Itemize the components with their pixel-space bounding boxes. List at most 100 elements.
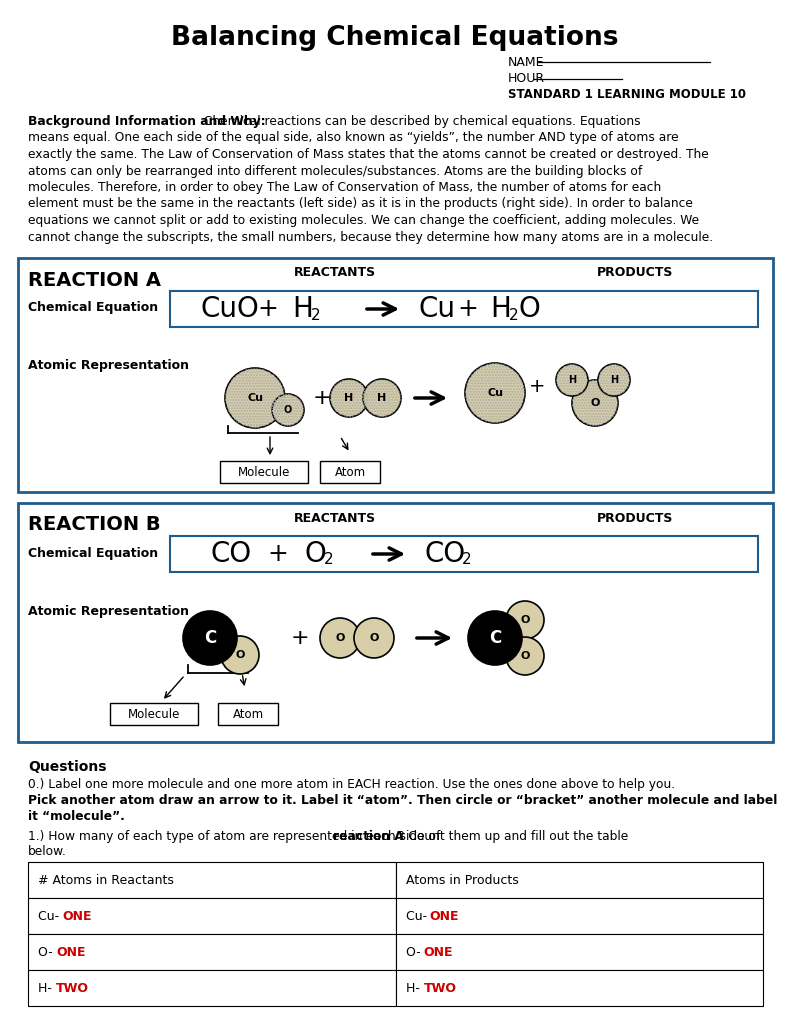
Circle shape (506, 637, 544, 675)
Bar (28, 970, 396, 1006)
Text: # Atoms in Reactants: # Atoms in Reactants (38, 873, 174, 887)
Text: Cu-: Cu- (38, 909, 63, 923)
Text: H: H (344, 393, 354, 403)
Text: molecules. Therefore, in order to obey The Law of Conservation of Mass, the numb: molecules. Therefore, in order to obey T… (28, 181, 661, 194)
Bar (18, 503, 773, 742)
Text: ONE: ONE (62, 909, 92, 923)
Circle shape (221, 636, 259, 674)
Text: CO: CO (210, 540, 251, 568)
Circle shape (330, 379, 368, 417)
Bar (28, 898, 396, 934)
Bar (18, 258, 773, 492)
Text: CO: CO (425, 540, 466, 568)
Text: O: O (235, 650, 244, 660)
Text: REACTION B: REACTION B (28, 515, 161, 535)
Text: H-: H- (38, 981, 56, 994)
Text: element must be the same in the reactants (left side) as it is in the products (: element must be the same in the reactant… (28, 198, 693, 211)
Text: O: O (590, 398, 600, 408)
Text: Atom: Atom (233, 708, 263, 721)
Text: Balancing Chemical Equations: Balancing Chemical Equations (171, 25, 619, 51)
Text: means equal. One each side of the equal side, also known as “yields”, the number: means equal. One each side of the equal … (28, 131, 679, 144)
Text: Atomic Representation: Atomic Representation (28, 359, 189, 373)
Text: 2: 2 (509, 307, 519, 323)
Text: +: + (312, 388, 331, 408)
Circle shape (320, 618, 360, 658)
Circle shape (468, 611, 522, 665)
Bar (28, 862, 396, 898)
Text: H: H (568, 375, 576, 385)
Text: H-: H- (406, 981, 423, 994)
Text: 2: 2 (324, 553, 334, 567)
Text: Atoms in Products: Atoms in Products (406, 873, 518, 887)
Text: Cu: Cu (418, 295, 455, 323)
Circle shape (183, 611, 237, 665)
Text: REACTION A: REACTION A (28, 270, 161, 290)
Text: H: H (377, 393, 387, 403)
Circle shape (363, 379, 401, 417)
Text: 1.) How many of each type of atom are represented in each side of: 1.) How many of each type of atom are re… (28, 830, 445, 843)
Text: O: O (369, 633, 379, 643)
Text: O: O (284, 406, 292, 415)
Text: ONE: ONE (423, 945, 453, 958)
Text: ? Count them up and fill out the table: ? Count them up and fill out the table (398, 830, 628, 843)
Text: +: + (258, 297, 278, 321)
Text: TWO: TWO (56, 981, 89, 994)
Text: STANDARD 1 LEARNING MODULE 10: STANDARD 1 LEARNING MODULE 10 (508, 88, 746, 101)
Text: exactly the same. The Law of Conservation of Mass states that the atoms cannot b: exactly the same. The Law of Conservatio… (28, 148, 709, 161)
Bar (320, 461, 380, 483)
Text: O: O (520, 651, 530, 662)
Text: Atom: Atom (335, 466, 365, 478)
Text: Pick another atom draw an arrow to it. Label it “atom”. Then circle or “bracket”: Pick another atom draw an arrow to it. L… (28, 794, 778, 807)
Text: HOUR: HOUR (508, 73, 545, 85)
Text: Cu-: Cu- (406, 909, 430, 923)
Text: H: H (610, 375, 618, 385)
Bar (396, 898, 763, 934)
Text: +: + (267, 542, 289, 566)
Text: NAME: NAME (508, 55, 544, 69)
Text: Molecule: Molecule (128, 708, 180, 721)
Text: O: O (305, 540, 327, 568)
Bar (28, 934, 396, 970)
Bar (396, 934, 763, 970)
Text: CuO: CuO (200, 295, 259, 323)
Text: REACTANTS: REACTANTS (294, 266, 376, 280)
Circle shape (506, 601, 544, 639)
Circle shape (572, 380, 618, 426)
Text: O: O (518, 295, 539, 323)
Text: H: H (490, 295, 511, 323)
Bar (220, 461, 308, 483)
Text: 0.) Label one more molecule and one more atom in EACH reaction. Use the ones don: 0.) Label one more molecule and one more… (28, 778, 676, 791)
Circle shape (272, 394, 304, 426)
Text: reaction A: reaction A (333, 830, 404, 843)
Text: PRODUCTS: PRODUCTS (597, 266, 673, 280)
Bar (218, 703, 278, 725)
Bar (170, 291, 758, 327)
Text: cannot change the subscripts, the small numbers, because they determine how many: cannot change the subscripts, the small … (28, 230, 713, 244)
Text: Atomic Representation: Atomic Representation (28, 604, 189, 617)
Text: Cu: Cu (247, 393, 263, 403)
Text: Chemical reactions can be described by chemical equations. Equations: Chemical reactions can be described by c… (200, 115, 641, 128)
Circle shape (225, 368, 285, 428)
Text: Molecule: Molecule (238, 466, 290, 478)
Text: it “molecule”.: it “molecule”. (28, 810, 125, 823)
Circle shape (556, 364, 588, 396)
Text: C: C (489, 629, 501, 647)
Text: 2: 2 (311, 307, 320, 323)
Text: 2: 2 (462, 553, 471, 567)
Text: Questions: Questions (28, 760, 107, 774)
Text: PRODUCTS: PRODUCTS (597, 512, 673, 524)
Text: TWO: TWO (423, 981, 456, 994)
Text: Cu: Cu (487, 388, 503, 398)
Text: Background Information and Why:: Background Information and Why: (28, 115, 266, 128)
Text: equations we cannot split or add to existing molecules. We can change the coeffi: equations we cannot split or add to exis… (28, 214, 699, 227)
Text: REACTANTS: REACTANTS (294, 512, 376, 524)
Text: Chemical Equation: Chemical Equation (28, 301, 158, 314)
Text: ONE: ONE (56, 945, 85, 958)
Bar (396, 970, 763, 1006)
Circle shape (465, 362, 525, 423)
Text: Chemical Equation: Chemical Equation (28, 547, 158, 559)
Text: below.: below. (28, 845, 67, 858)
Text: +: + (528, 377, 545, 395)
Text: +: + (457, 297, 479, 321)
Text: ONE: ONE (430, 909, 459, 923)
